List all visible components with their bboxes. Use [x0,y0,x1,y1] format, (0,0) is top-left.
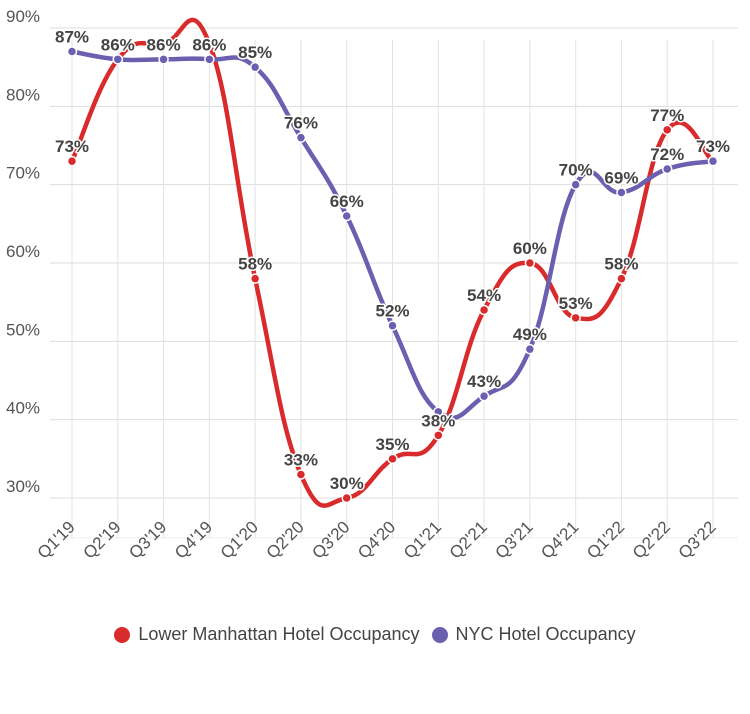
data-point-nyc[interactable] [112,54,124,65]
x-tick-label: Q3'19 [125,517,170,562]
data-label-nyc: 66% [330,192,364,211]
data-point-lower-manhattan[interactable] [249,273,261,284]
data-label-lower-manhattan: 38% [421,411,455,430]
data-label-nyc: 86% [192,35,226,54]
x-tick-label: Q3'20 [308,517,353,562]
legend-label-nyc: NYC Hotel Occupancy [455,624,636,644]
x-axis-ticks: Q1'19 Q2'19 Q3'19 Q4'19 Q1'20 Q2'20 Q3'20 Q4'20… [34,517,720,562]
data-label-nyc: 73% [696,137,730,156]
data-label-nyc: 43% [467,372,501,391]
data-point-lower-manhattan[interactable] [478,304,490,316]
legend-marker-nyc [431,626,448,643]
data-point-nyc[interactable] [570,179,581,190]
y-tick-label: 80% [6,85,40,104]
data-point-nyc[interactable] [616,187,627,198]
data-label-lower-manhattan: 54% [467,286,501,305]
data-point-nyc[interactable] [295,132,307,143]
y-axis-ticks: 30% 40% 50% 60% 70% 80% 90% [6,7,40,496]
data-point-nyc[interactable] [478,390,490,402]
x-tick-label: Q1'21 [400,517,445,562]
data-label-nyc: 52% [375,302,409,321]
y-tick-label: 70% [6,164,40,183]
data-label-nyc: 86% [147,35,181,54]
x-tick-label: Q3'21 [492,517,537,562]
y-tick-label: 40% [6,399,40,418]
data-label-lower-manhattan: 73% [55,137,89,156]
x-tick-label: Q2'21 [446,517,491,562]
x-tick-label: Q1'19 [34,517,79,562]
data-point-nyc[interactable] [387,320,398,331]
data-label-lower-manhattan: 58% [604,255,638,274]
x-tick-label: Q4'19 [171,517,216,562]
y-tick-label: 60% [6,242,40,261]
x-tick-label: Q1'22 [583,517,628,562]
data-label-nyc: 85% [238,43,272,62]
series-line-lower-manhattan [69,17,716,508]
data-label-lower-manhattan: 58% [238,255,272,274]
data-point-lower-manhattan[interactable] [341,492,352,504]
series-line-nyc [69,49,716,420]
legend: Lower Manhattan Hotel Occupancy NYC Hote… [0,624,750,645]
data-point-nyc[interactable] [249,61,261,73]
legend-marker-lower-manhattan [114,626,131,643]
x-tick-label: Q4'21 [537,517,582,562]
data-label-nyc: 70% [559,161,593,180]
data-label-nyc: 76% [284,114,318,133]
data-point-nyc[interactable] [661,163,673,175]
y-tick-label: 30% [6,477,40,496]
data-point-lower-manhattan[interactable] [616,273,627,284]
data-label-lower-manhattan: 60% [513,239,547,258]
data-point-lower-manhattan[interactable] [387,453,398,465]
x-tick-label: Q1'20 [217,517,262,562]
legend-item-lower-manhattan[interactable]: Lower Manhattan Hotel Occupancy [114,624,420,645]
data-point-nyc[interactable] [524,343,536,355]
data-label-lower-manhattan: 33% [284,451,318,470]
data-label-lower-manhattan: 53% [559,294,593,313]
data-label-nyc: 49% [513,325,547,344]
data-label-lower-manhattan: 77% [650,106,684,125]
data-label-nyc: 69% [604,169,638,188]
data-point-nyc[interactable] [158,54,169,65]
legend-label-lower-manhattan: Lower Manhattan Hotel Occupancy [138,624,420,644]
data-point-lower-manhattan[interactable] [524,257,536,269]
x-tick-label: Q2'20 [263,517,308,562]
x-tick-label: Q2'19 [79,517,124,562]
data-label-nyc: 72% [650,145,684,164]
legend-item-nyc[interactable]: NYC Hotel Occupancy [431,624,636,645]
series-lines [69,17,716,508]
data-point-lower-manhattan[interactable] [295,469,307,480]
data-label-lower-manhattan: 30% [330,474,364,493]
x-tick-label: Q3'22 [675,517,720,562]
data-point-nyc[interactable] [204,54,215,65]
data-point-lower-manhattan[interactable] [158,38,169,49]
data-point-lower-manhattan[interactable] [204,38,215,49]
data-point-lower-manhattan[interactable] [570,312,581,324]
data-point-nyc[interactable] [433,406,444,418]
data-points [66,38,719,504]
x-tick-label: Q2'22 [629,517,674,562]
data-point-nyc[interactable] [66,46,78,57]
data-label-lower-manhattan: 35% [375,435,409,454]
data-point-lower-manhattan[interactable] [66,155,78,167]
data-point-lower-manhattan[interactable] [433,430,444,441]
data-point-lower-manhattan[interactable] [661,124,673,136]
y-tick-label: 50% [6,320,40,339]
data-labels: 73% 58% 33% 30% 35% 38% 54% 60% 53% 58% 77% 87% 86% 8… [53,26,731,495]
data-label-nyc: 86% [101,35,135,54]
data-label-nyc: 87% [55,28,89,47]
data-point-nyc[interactable] [707,155,719,167]
y-tick-label: 90% [6,7,40,26]
x-tick-label: Q4'20 [354,517,399,562]
data-point-nyc[interactable] [341,210,352,222]
